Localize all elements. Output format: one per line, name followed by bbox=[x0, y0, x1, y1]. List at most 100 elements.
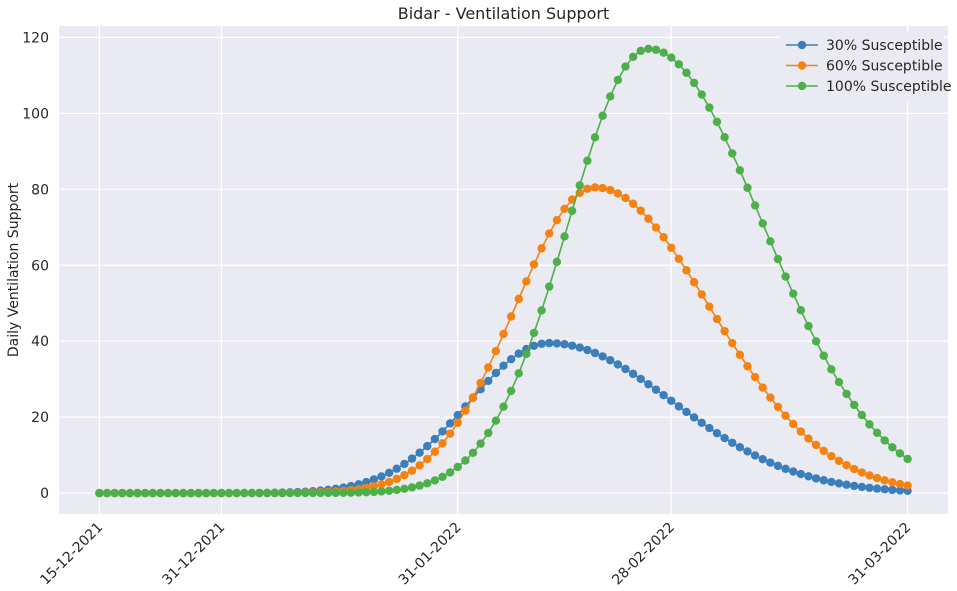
data-point bbox=[796, 427, 806, 436]
data-point bbox=[689, 413, 699, 422]
data-point bbox=[728, 149, 737, 158]
data-point bbox=[514, 294, 523, 304]
data-point bbox=[819, 446, 828, 456]
data-point bbox=[598, 111, 607, 120]
data-point bbox=[179, 488, 188, 498]
data-point bbox=[118, 488, 127, 498]
data-point bbox=[423, 441, 432, 451]
data-point bbox=[773, 254, 783, 264]
data-point bbox=[545, 282, 554, 291]
data-point bbox=[224, 488, 234, 498]
data-point bbox=[255, 488, 264, 498]
data-point bbox=[560, 204, 569, 213]
data-point bbox=[827, 365, 836, 374]
data-point bbox=[880, 476, 889, 485]
y-tick-label: 20 bbox=[31, 410, 49, 426]
data-point bbox=[728, 338, 737, 348]
data-point bbox=[880, 485, 889, 494]
data-point bbox=[644, 44, 653, 53]
data-point bbox=[606, 92, 615, 101]
data-point bbox=[445, 419, 455, 428]
data-point bbox=[407, 454, 417, 463]
data-point bbox=[537, 339, 546, 348]
data-point bbox=[552, 215, 562, 225]
data-point bbox=[423, 479, 432, 488]
data-point bbox=[590, 133, 600, 142]
data-point bbox=[194, 488, 203, 498]
x-tick-label: 15-12-2021 bbox=[37, 520, 106, 589]
data-point bbox=[682, 68, 691, 77]
data-point bbox=[705, 302, 714, 311]
data-point bbox=[743, 362, 752, 371]
data-point bbox=[804, 434, 813, 443]
data-point bbox=[857, 410, 867, 420]
x-axis-ticks: 15-12-2021 31-12-2021 31-01-2022 28-02-2022… bbox=[37, 520, 914, 589]
data-point bbox=[651, 223, 661, 232]
data-point bbox=[895, 449, 905, 458]
data-point bbox=[781, 272, 790, 281]
data-point bbox=[384, 477, 394, 487]
data-point bbox=[651, 385, 661, 394]
data-point bbox=[148, 488, 157, 498]
data-point bbox=[491, 346, 501, 356]
data-point bbox=[689, 278, 699, 287]
data-point bbox=[842, 389, 851, 399]
data-point bbox=[773, 402, 783, 412]
data-point bbox=[567, 206, 577, 215]
data-point bbox=[811, 337, 821, 346]
data-point bbox=[766, 458, 775, 467]
x-tick-label: 31-12-2021 bbox=[159, 520, 228, 589]
data-point bbox=[895, 486, 905, 495]
data-point bbox=[644, 380, 653, 389]
data-point bbox=[796, 469, 806, 479]
data-point bbox=[186, 488, 196, 498]
data-point bbox=[590, 183, 600, 192]
data-point bbox=[499, 402, 508, 411]
data-point bbox=[781, 411, 790, 420]
data-point bbox=[621, 62, 630, 71]
data-point bbox=[262, 488, 272, 498]
data-point bbox=[552, 257, 562, 267]
data-point bbox=[735, 166, 745, 175]
data-point bbox=[720, 326, 729, 336]
data-point bbox=[750, 451, 760, 460]
data-point bbox=[171, 488, 180, 498]
data-point bbox=[888, 443, 897, 452]
data-point bbox=[850, 400, 859, 410]
data-point bbox=[628, 52, 638, 61]
data-point bbox=[499, 361, 508, 370]
data-point bbox=[606, 185, 615, 195]
data-point bbox=[644, 214, 653, 223]
data-point bbox=[735, 350, 745, 360]
data-point bbox=[590, 348, 600, 358]
data-point bbox=[583, 345, 592, 355]
data-point bbox=[522, 349, 531, 359]
grid bbox=[59, 26, 948, 514]
data-point bbox=[850, 481, 859, 491]
data-point bbox=[834, 456, 844, 466]
data-point bbox=[247, 488, 257, 498]
data-point bbox=[674, 60, 684, 69]
chart-title: Bidar - Ventilation Support bbox=[398, 4, 610, 23]
data-point bbox=[438, 439, 447, 448]
data-point bbox=[400, 484, 409, 494]
data-point bbox=[674, 254, 684, 263]
data-point bbox=[415, 481, 424, 490]
data-point bbox=[514, 369, 523, 378]
data-point bbox=[125, 488, 135, 498]
data-point bbox=[209, 488, 218, 498]
data-point bbox=[789, 419, 798, 429]
data-point bbox=[613, 75, 623, 85]
data-point bbox=[400, 459, 409, 469]
data-point bbox=[712, 117, 722, 127]
data-point bbox=[491, 416, 501, 425]
data-point bbox=[613, 360, 623, 369]
data-point bbox=[834, 479, 844, 488]
data-point bbox=[423, 454, 432, 464]
data-point bbox=[293, 488, 302, 498]
data-point bbox=[636, 206, 645, 215]
data-point bbox=[682, 407, 691, 417]
data-point bbox=[392, 474, 401, 484]
data-point bbox=[697, 418, 706, 428]
